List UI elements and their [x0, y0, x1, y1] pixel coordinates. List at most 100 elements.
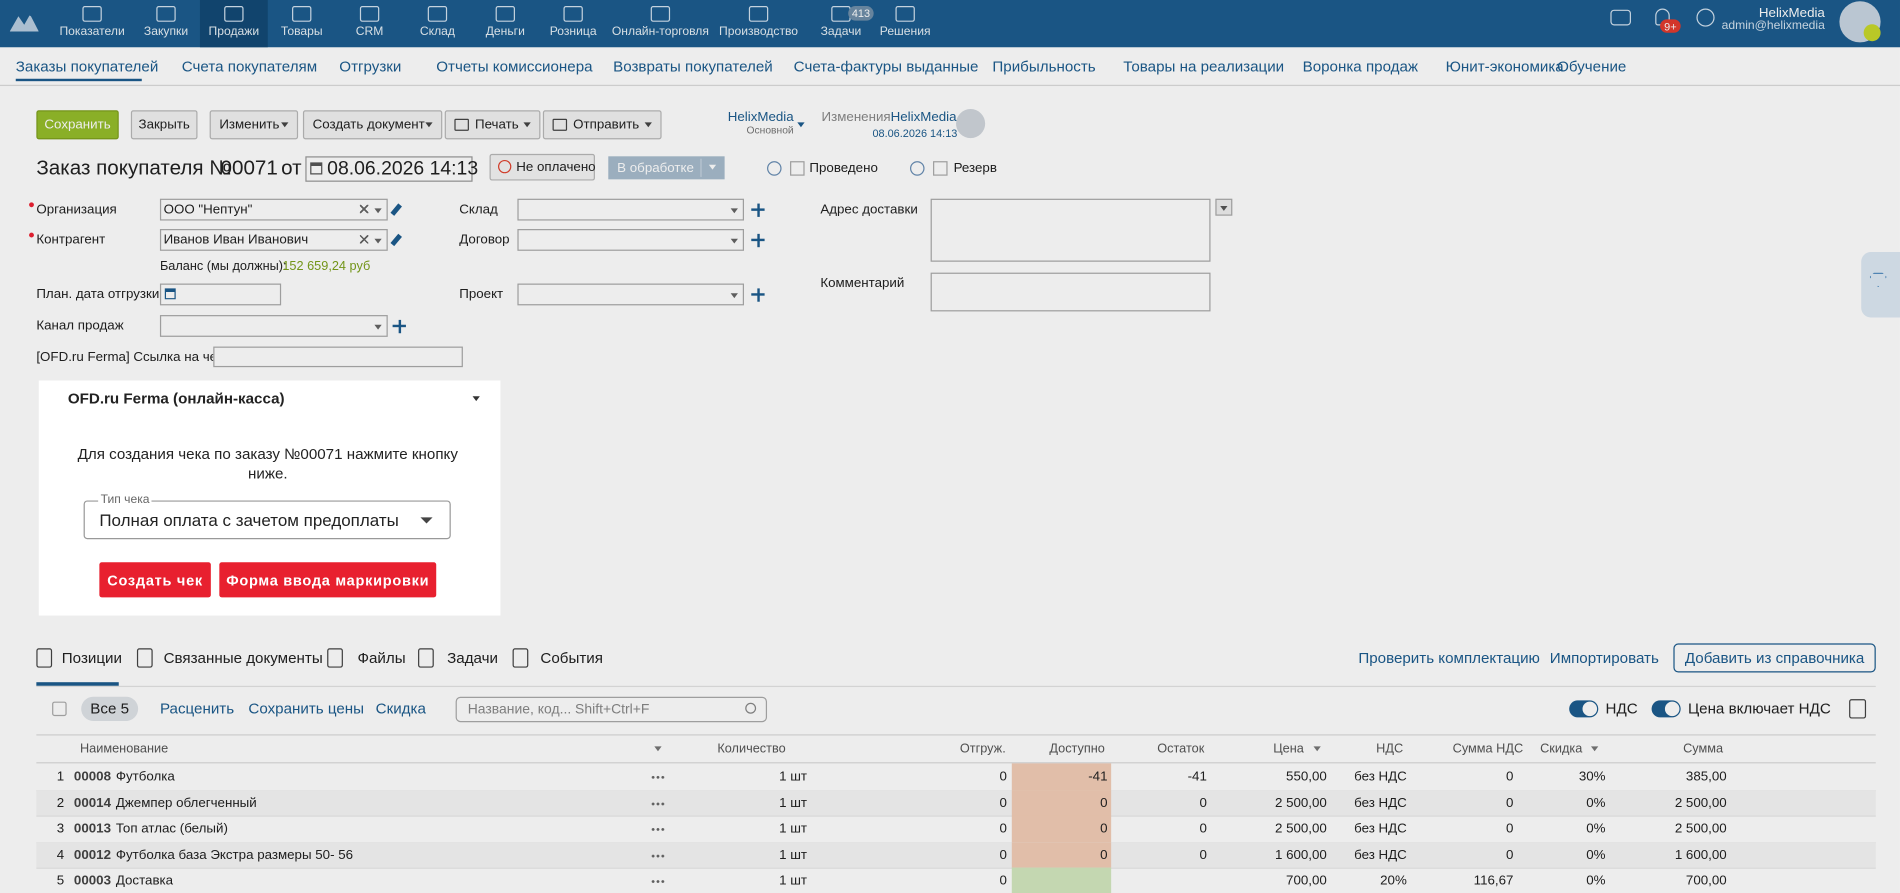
column-header[interactable]: НДС [1376, 741, 1404, 757]
link-input[interactable] [213, 346, 463, 368]
receipt-type-select[interactable] [83, 500, 451, 540]
subnav-item[interactable]: Возвраты покупателей [613, 58, 773, 76]
nav-icon[interactable] [495, 6, 515, 22]
nav-item[interactable]: Решения [879, 25, 931, 39]
edit-icon[interactable] [390, 203, 402, 216]
link[interactable]: Скидка [375, 700, 426, 718]
product-name[interactable]: Футболка база Экстра размеры 50- 56 [115, 847, 354, 863]
link[interactable]: Проверить комплектацию [1358, 649, 1540, 667]
column-header[interactable]: Количество [717, 741, 786, 757]
subnav-item[interactable]: Юнит-экономика [1445, 58, 1564, 76]
chat-icon[interactable] [1610, 9, 1631, 26]
product-code[interactable]: 00008 [73, 769, 111, 784]
tab[interactable]: Позиции [61, 649, 122, 667]
column-header[interactable]: Цена [1273, 741, 1304, 757]
filter-label[interactable]: Все 5 [90, 700, 130, 718]
nav-icon[interactable] [895, 6, 915, 22]
subnav-item[interactable]: Счета покупателям [181, 58, 318, 76]
button-label[interactable]: Отправить [573, 117, 640, 133]
nav-icon[interactable] [224, 6, 244, 22]
product-code[interactable]: 00014 [73, 795, 111, 811]
row-menu[interactable] [650, 827, 666, 832]
select-value[interactable]: Полная оплата с зачетом предоплаты [99, 510, 399, 530]
field-value[interactable]: Иванов Иван Иванович [163, 232, 309, 248]
tab[interactable]: Файлы [357, 649, 406, 667]
subnav-item[interactable]: Счета-фактуры выданные [793, 58, 979, 76]
nav-item[interactable]: Продажи [208, 25, 260, 39]
select-input[interactable] [517, 283, 745, 306]
status-button[interactable] [608, 156, 725, 180]
row-menu[interactable] [650, 775, 666, 780]
link[interactable]: Импортировать [1549, 649, 1659, 667]
button-label[interactable]: Сохранить [44, 117, 111, 133]
nav-icon[interactable] [292, 6, 312, 22]
nav-item[interactable]: CRM [355, 25, 384, 39]
help-icon[interactable] [1696, 8, 1715, 27]
checkbox[interactable] [933, 161, 948, 176]
doc-date[interactable]: 08.06.2026 14:13 [327, 158, 479, 179]
subnav-item[interactable]: Товары на реализации [1123, 58, 1285, 76]
button-label[interactable]: Закрыть [138, 117, 190, 133]
button-label[interactable]: Создать чек [107, 571, 203, 589]
date-input[interactable] [159, 283, 282, 306]
status-label[interactable]: В обработке [617, 160, 694, 176]
settings-icon[interactable] [1849, 699, 1867, 719]
nav-item[interactable]: Онлайн-торговля [611, 25, 709, 39]
nav-icon[interactable] [156, 6, 176, 22]
nav-item[interactable]: Товары [280, 25, 323, 39]
row-menu[interactable] [650, 801, 666, 806]
subnav-item[interactable]: Обучение [1557, 58, 1627, 76]
side-tab[interactable] [1861, 252, 1900, 318]
column-header[interactable]: Остаток [1157, 741, 1205, 757]
user-name[interactable]: HelixMedia [1758, 6, 1825, 21]
organization-input[interactable] [159, 198, 388, 221]
column-header[interactable]: Отгруж. [959, 741, 1006, 757]
link[interactable]: Сохранить цены [248, 700, 365, 718]
row-menu[interactable] [650, 879, 666, 884]
column-header[interactable]: Скидка [1540, 741, 1583, 757]
address-textarea[interactable] [930, 198, 1211, 262]
product-name[interactable]: Топ атлас (белый) [115, 821, 228, 837]
product-name[interactable]: Доставка [115, 873, 174, 889]
button-label[interactable]: Добавить из справочника [1684, 649, 1865, 667]
add-button[interactable] [1673, 643, 1876, 673]
search-input[interactable] [455, 696, 768, 723]
button-label[interactable]: Создать документ [312, 117, 425, 133]
nav-icon[interactable] [82, 6, 102, 22]
nav-icon[interactable] [427, 6, 448, 22]
counterparty-input[interactable] [159, 229, 388, 251]
tab[interactable]: Связанные документы [163, 649, 323, 667]
subnav-item[interactable]: Прибыльность [992, 58, 1096, 76]
owner[interactable]: HelixMedia [727, 110, 794, 125]
column-header[interactable]: Сумма [1683, 741, 1724, 757]
clear-icon[interactable] [359, 204, 369, 214]
product-code[interactable]: 00013 [73, 821, 111, 837]
subnav-item[interactable]: Отгрузки [339, 58, 402, 76]
nav-item[interactable]: Деньги [485, 25, 525, 39]
nav-item[interactable]: Розница [549, 25, 597, 39]
nav-icon[interactable] [563, 6, 583, 22]
checkbox[interactable] [790, 161, 805, 176]
red-button[interactable] [219, 562, 437, 598]
product-code[interactable]: 00003 [73, 873, 111, 889]
payment-status[interactable]: Не оплачено [516, 159, 596, 174]
toolbar-button[interactable] [130, 110, 198, 140]
nav-item[interactable]: Закупки [143, 25, 189, 39]
nav-icon[interactable] [359, 6, 380, 22]
column-header[interactable]: Доступно [1049, 741, 1105, 757]
column-header[interactable]: Наименование [79, 741, 169, 757]
field-value[interactable]: ООО "Нептун" [163, 202, 253, 217]
nav-icon[interactable] [650, 6, 671, 22]
clear-icon[interactable] [359, 235, 369, 244]
select-input[interactable] [517, 229, 745, 251]
red-button[interactable] [99, 562, 211, 598]
help-icon[interactable] [910, 161, 925, 176]
row-menu[interactable] [650, 853, 666, 858]
toolbar-button[interactable] [302, 110, 443, 140]
nav-item[interactable]: Показатели [59, 25, 125, 39]
subnav-item[interactable]: Заказы покупателей [15, 58, 159, 76]
button-label[interactable]: Форма ввода маркировки [226, 571, 430, 589]
date-input[interactable] [305, 156, 473, 182]
product-name[interactable]: Футболка [115, 769, 175, 784]
link[interactable]: Расценить [159, 700, 235, 718]
